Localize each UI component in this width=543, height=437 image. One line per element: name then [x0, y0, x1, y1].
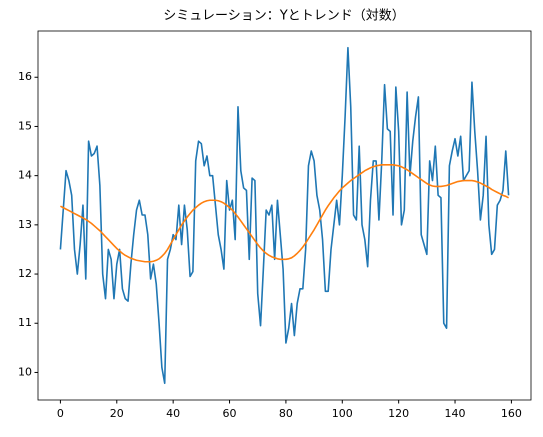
- x-tick-label: 20: [110, 407, 124, 420]
- x-tick-label: 60: [223, 407, 237, 420]
- y-tick-label: 10: [18, 365, 32, 378]
- chart-title: シミュレーション：Yとトレンド（対数）: [163, 9, 404, 24]
- y-tick-label: 15: [18, 119, 32, 132]
- series-line: [59, 46, 510, 385]
- x-tick-label: 160: [501, 407, 522, 420]
- y-tick-label: 13: [18, 218, 32, 231]
- series-line: [60, 164, 509, 263]
- x-tick-label: 40: [166, 407, 180, 420]
- x-tick-label: 120: [388, 407, 409, 420]
- y-tick-label: 14: [18, 169, 32, 182]
- y-tick-label: 12: [18, 267, 32, 280]
- x-tick-label: 100: [332, 407, 353, 420]
- plot-frame: [37, 30, 532, 401]
- y-tick-label: 16: [18, 70, 32, 83]
- x-tick-label: 0: [57, 407, 64, 420]
- x-tick-label: 80: [279, 407, 293, 420]
- y-tick-label: 11: [18, 316, 32, 329]
- x-tick-label: 140: [445, 407, 466, 420]
